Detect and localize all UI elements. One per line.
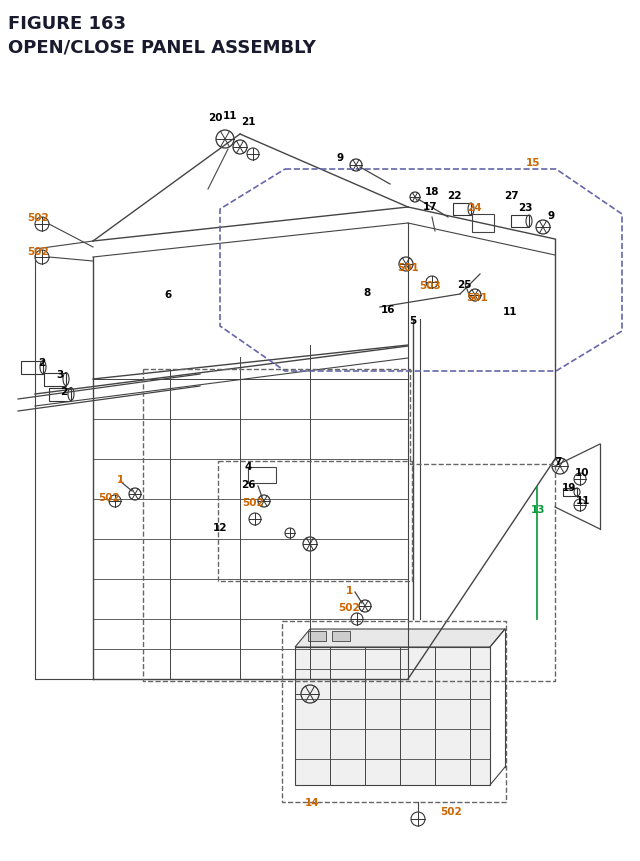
Text: 27: 27 bbox=[504, 191, 518, 201]
Bar bbox=[308, 631, 326, 641]
Text: 26: 26 bbox=[241, 480, 255, 489]
Text: 12: 12 bbox=[212, 523, 227, 532]
Text: 4: 4 bbox=[244, 461, 252, 472]
Text: 502: 502 bbox=[242, 498, 264, 507]
Text: 11: 11 bbox=[223, 111, 237, 121]
Text: 8: 8 bbox=[364, 288, 371, 298]
Text: 502: 502 bbox=[338, 603, 360, 612]
Text: 502: 502 bbox=[27, 247, 49, 257]
Text: 13: 13 bbox=[531, 505, 545, 514]
Text: 11: 11 bbox=[503, 307, 517, 317]
Text: 17: 17 bbox=[422, 201, 437, 212]
Text: 20: 20 bbox=[208, 113, 222, 123]
Bar bbox=[472, 214, 494, 232]
Bar bbox=[511, 216, 529, 228]
Text: 15: 15 bbox=[525, 158, 540, 168]
Text: 19: 19 bbox=[562, 482, 576, 492]
Text: 3: 3 bbox=[56, 369, 63, 380]
Text: OPEN/CLOSE PANEL ASSEMBLY: OPEN/CLOSE PANEL ASSEMBLY bbox=[8, 38, 316, 56]
Bar bbox=[21, 361, 43, 374]
Text: 14: 14 bbox=[305, 797, 319, 807]
Bar bbox=[295, 647, 490, 785]
Text: 501: 501 bbox=[466, 293, 488, 303]
Text: 5: 5 bbox=[410, 316, 417, 325]
Bar bbox=[563, 488, 577, 497]
Text: 2: 2 bbox=[38, 357, 45, 368]
Text: 1: 1 bbox=[116, 474, 124, 485]
Text: 502: 502 bbox=[440, 806, 462, 816]
Bar bbox=[49, 388, 71, 401]
Text: 1: 1 bbox=[346, 585, 353, 595]
Text: 501: 501 bbox=[397, 263, 419, 273]
Text: 11: 11 bbox=[576, 495, 590, 505]
Text: 9: 9 bbox=[547, 211, 555, 220]
Text: 21: 21 bbox=[241, 117, 255, 127]
Text: 502: 502 bbox=[27, 213, 49, 223]
Text: 18: 18 bbox=[425, 187, 439, 197]
Text: 7: 7 bbox=[554, 456, 562, 467]
Bar bbox=[248, 468, 276, 483]
Text: 22: 22 bbox=[447, 191, 461, 201]
Text: 25: 25 bbox=[457, 280, 471, 289]
Text: 23: 23 bbox=[518, 202, 532, 213]
Bar bbox=[332, 631, 350, 641]
Text: 9: 9 bbox=[337, 152, 344, 163]
Text: 503: 503 bbox=[419, 281, 441, 291]
Text: 502: 502 bbox=[98, 492, 120, 503]
Text: 6: 6 bbox=[164, 289, 172, 300]
Text: 2: 2 bbox=[60, 387, 68, 397]
Text: 10: 10 bbox=[575, 468, 589, 478]
Polygon shape bbox=[295, 629, 505, 647]
Text: 24: 24 bbox=[467, 202, 481, 213]
Bar bbox=[453, 204, 471, 216]
Text: 16: 16 bbox=[381, 305, 396, 314]
Bar bbox=[44, 373, 66, 386]
Text: FIGURE 163: FIGURE 163 bbox=[8, 15, 126, 33]
